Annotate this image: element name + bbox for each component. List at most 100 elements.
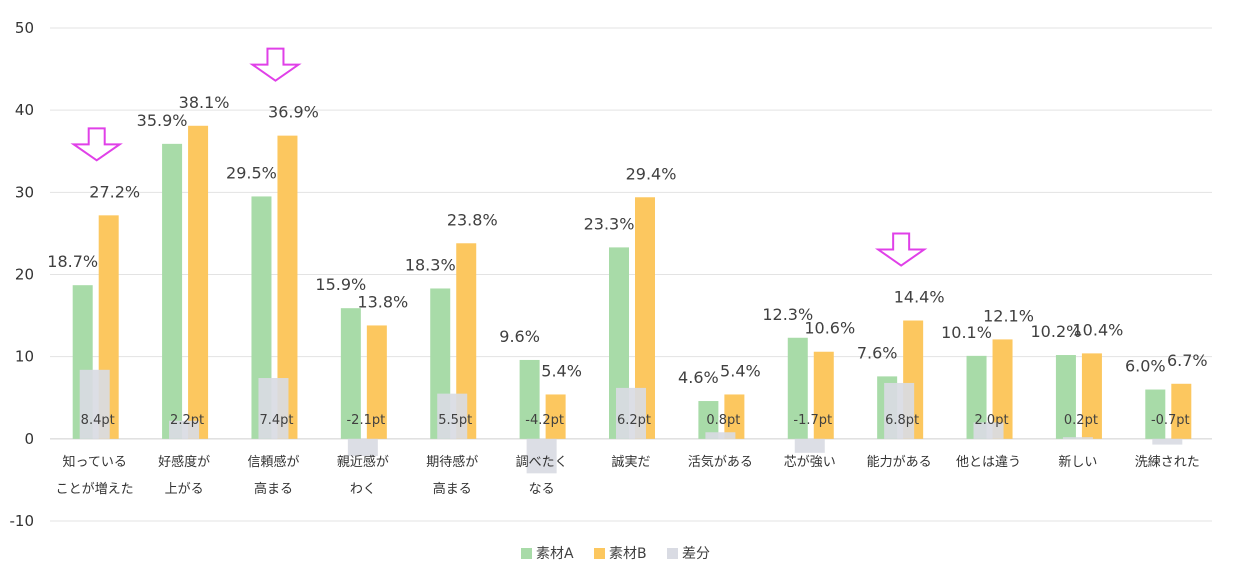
bar-series-b bbox=[813, 351, 834, 439]
x-tick-label: 新しい bbox=[1058, 454, 1097, 470]
data-label-diff: 0.8pt bbox=[706, 413, 740, 428]
x-tick-label: 洗練された bbox=[1135, 455, 1200, 470]
data-label-series-a: 4.6% bbox=[678, 368, 719, 387]
data-label-series-a: 7.6% bbox=[857, 343, 898, 362]
data-label-series-a: 18.3% bbox=[405, 255, 456, 274]
data-label-diff: -2.1pt bbox=[346, 413, 385, 428]
bar-series-b bbox=[635, 197, 655, 439]
bar-series-a bbox=[787, 337, 808, 439]
bars bbox=[72, 125, 1192, 474]
data-label-series-a: 35.9% bbox=[137, 111, 188, 130]
data-label-series-b: 27.2% bbox=[89, 182, 140, 201]
legend-swatch bbox=[521, 548, 532, 559]
bar-series-diff bbox=[79, 369, 110, 439]
data-label-series-a: 10.1% bbox=[941, 323, 992, 342]
data-label-diff: -4.2pt bbox=[525, 413, 564, 428]
x-tick-label: ことが増えた bbox=[56, 482, 134, 497]
x-tick-label: 期待感が bbox=[426, 454, 478, 470]
data-label-series-a: 15.9% bbox=[315, 275, 366, 294]
bar-series-b bbox=[1171, 383, 1192, 439]
x-tick-label: 誠実だ bbox=[611, 454, 650, 470]
y-tick-label: 20 bbox=[15, 266, 34, 284]
bar-series-b bbox=[545, 394, 566, 439]
x-tick-label: 知っている bbox=[63, 454, 127, 470]
x-tick-label: 他とは違う bbox=[956, 455, 1021, 470]
bar-series-diff bbox=[973, 422, 1004, 439]
down-arrow-icon bbox=[249, 47, 302, 82]
bar-series-diff bbox=[526, 438, 557, 474]
bar-series-a bbox=[519, 359, 540, 439]
data-label-diff: 2.0pt bbox=[975, 413, 1009, 428]
data-label-diff: 6.8pt bbox=[885, 413, 919, 428]
data-label-diff: -0.7pt bbox=[1151, 413, 1190, 428]
x-tick-label: なる bbox=[529, 482, 555, 497]
bar-series-diff bbox=[169, 420, 200, 439]
bar-series-b bbox=[366, 325, 387, 439]
legend: 素材A 素材B 差分 bbox=[521, 546, 710, 562]
data-label-series-b: 29.4% bbox=[626, 164, 677, 183]
data-label-series-b: 6.7% bbox=[1167, 351, 1208, 370]
x-tick-label: 上がる bbox=[165, 482, 204, 497]
down-arrow-icon bbox=[874, 232, 928, 267]
data-label-series-b: 5.4% bbox=[720, 361, 761, 380]
bar-series-b bbox=[277, 135, 298, 439]
data-label-series-b: 5.4% bbox=[541, 361, 582, 380]
x-tick-label: 信頼感が bbox=[247, 454, 299, 470]
y-tick-label: 30 bbox=[15, 183, 34, 201]
gridlines bbox=[50, 27, 1212, 522]
data-label-series-b: 23.8% bbox=[447, 210, 498, 229]
legend-label: 差分 bbox=[682, 546, 710, 562]
x-tick-label: 活気がある bbox=[688, 454, 753, 470]
bar-series-a bbox=[1055, 355, 1076, 439]
data-label-series-a: 6.0% bbox=[1125, 357, 1166, 376]
y-tick-label: 40 bbox=[15, 101, 34, 119]
data-label-series-b: 14.4% bbox=[894, 288, 945, 307]
data-label-series-b: 13.8% bbox=[357, 292, 408, 311]
y-axis-ticks: -10 0 10 20 30 40 50 bbox=[10, 19, 35, 530]
highlight-arrows bbox=[70, 47, 928, 267]
bar-series-b bbox=[724, 394, 745, 439]
bar-series-b bbox=[456, 243, 477, 439]
bar-series-diff bbox=[1152, 438, 1183, 445]
legend-label: 素材A bbox=[536, 546, 574, 562]
bar-series-a bbox=[1145, 389, 1166, 439]
legend-swatch bbox=[667, 548, 678, 559]
x-tick-label: わく bbox=[350, 482, 376, 497]
data-label-series-b: 12.1% bbox=[983, 306, 1034, 325]
bar-series-diff bbox=[794, 438, 825, 453]
x-tick-label: 好感度が bbox=[158, 454, 210, 470]
bar-series-b bbox=[188, 125, 209, 439]
bar-series-diff bbox=[258, 378, 289, 439]
bar-series-diff bbox=[616, 387, 646, 439]
data-label-series-b: 36.9% bbox=[268, 103, 319, 122]
data-label-diff: 8.4pt bbox=[81, 413, 115, 428]
legend-swatch bbox=[594, 548, 605, 559]
down-arrow-icon bbox=[70, 127, 123, 162]
x-tick-label: 高まる bbox=[433, 481, 472, 497]
data-label-series-b: 10.6% bbox=[804, 319, 855, 338]
data-label-diff: 6.2pt bbox=[617, 413, 651, 428]
y-tick-label: 0 bbox=[24, 430, 34, 448]
x-tick-label: 能力がある bbox=[867, 455, 932, 470]
bar-series-b bbox=[992, 339, 1013, 439]
data-label-series-a: 12.3% bbox=[762, 305, 813, 324]
data-label-diff: -1.7pt bbox=[793, 413, 832, 428]
x-tick-label: 調べたく bbox=[516, 455, 568, 470]
x-tick-label: 芯が強い bbox=[784, 455, 836, 470]
data-label-diff: 5.5pt bbox=[438, 413, 472, 428]
bar-series-b bbox=[1081, 353, 1102, 439]
bar-series-diff bbox=[705, 432, 736, 439]
bar-series-a bbox=[340, 308, 361, 439]
bar-series-diff bbox=[1062, 437, 1093, 439]
data-label-series-a: 18.7% bbox=[47, 252, 98, 271]
bar-series-diff bbox=[347, 438, 378, 457]
legend-label: 素材B bbox=[609, 546, 647, 562]
data-label-diff: 7.4pt bbox=[259, 413, 293, 428]
data-label-series-a: 10.2% bbox=[1031, 322, 1082, 341]
x-tick-label: 高まる bbox=[254, 481, 293, 497]
bar-series-diff bbox=[884, 382, 915, 439]
data-label-series-a: 9.6% bbox=[499, 327, 540, 346]
